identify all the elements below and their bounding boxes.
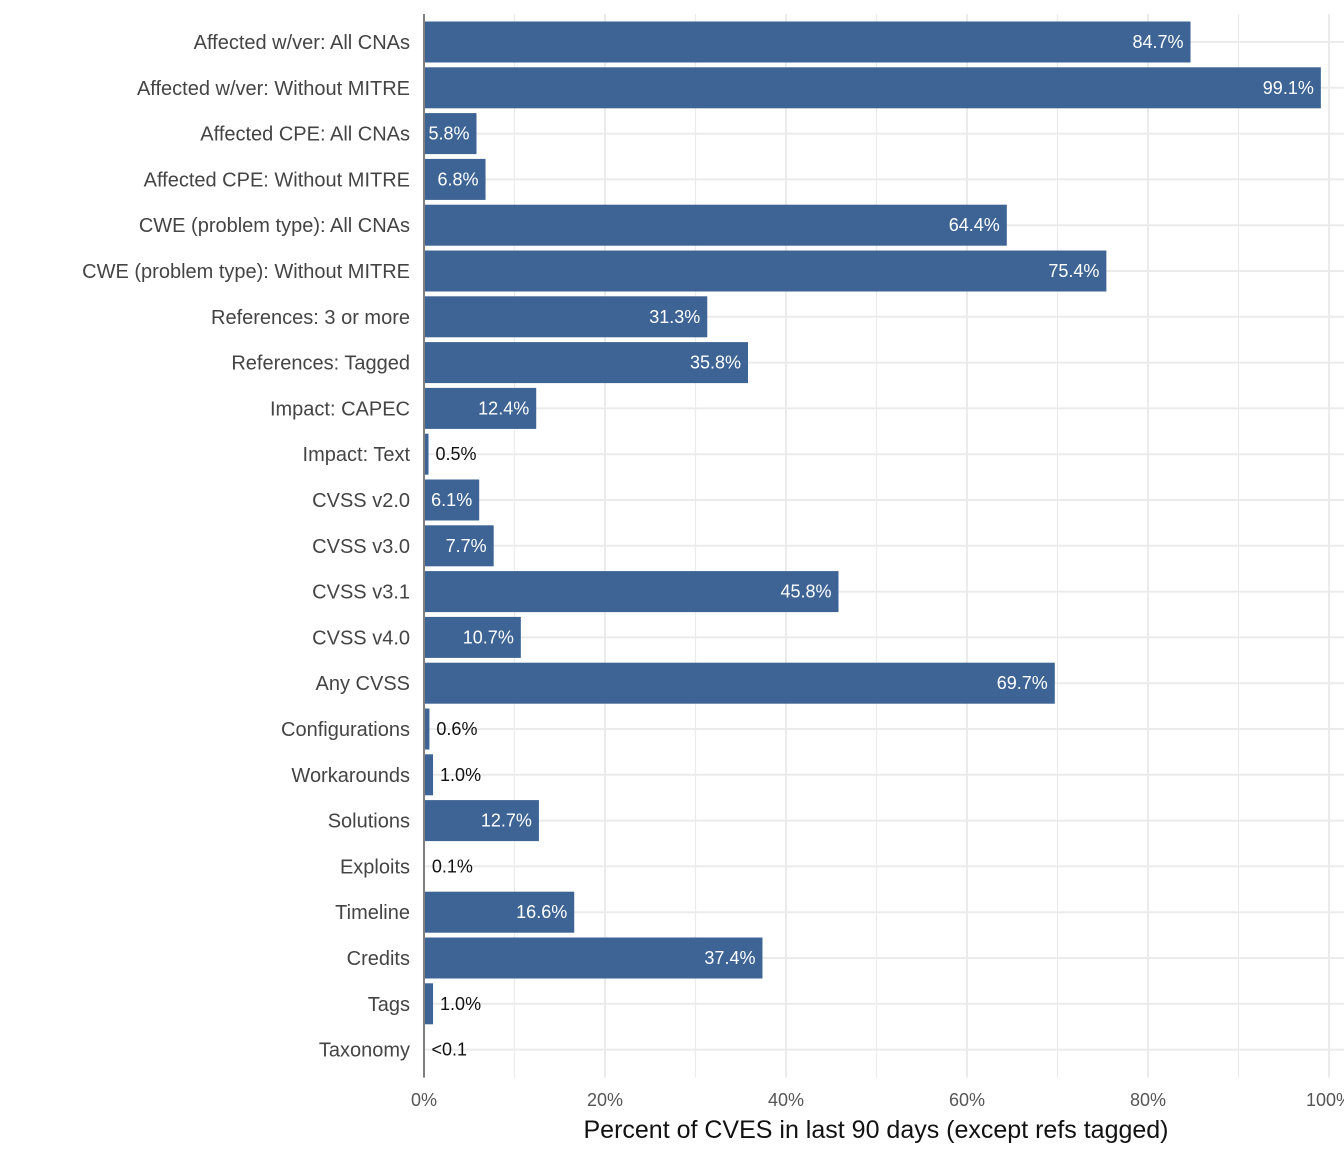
category-label: Impact: Text	[303, 444, 411, 466]
bar-value-label: 1.0%	[440, 994, 481, 1014]
x-tick-label: 80%	[1130, 1090, 1166, 1110]
category-label: CWE (problem type): Without MITRE	[82, 261, 410, 283]
x-tick-label: 20%	[587, 1090, 623, 1110]
category-label: CVSS v4.0	[312, 627, 410, 649]
bar-value-label: 0.5%	[436, 444, 477, 464]
x-tick-label: 40%	[768, 1090, 804, 1110]
bar-value-label: <0.1	[431, 1040, 467, 1060]
bar	[424, 571, 839, 613]
bar-value-label: 6.1%	[431, 490, 472, 510]
category-label: CVSS v3.1	[312, 582, 410, 604]
bar-value-label: 5.8%	[428, 124, 469, 144]
bar-value-label: 35.8%	[690, 353, 741, 373]
bar-value-label: 31.3%	[649, 307, 700, 327]
bar	[424, 754, 434, 796]
bar	[424, 708, 430, 750]
category-label: Affected w/ver: Without MITRE	[137, 78, 410, 100]
bar-value-label: 99.1%	[1263, 78, 1314, 98]
bar	[424, 525, 494, 567]
x-axis-title: Percent of CVES in last 90 days (except …	[583, 1116, 1168, 1144]
bar	[424, 67, 1321, 109]
bar-value-label: 7.7%	[446, 536, 487, 556]
bar	[424, 891, 575, 933]
category-label: References: Tagged	[231, 353, 410, 375]
bar-value-label: 64.4%	[949, 215, 1000, 235]
bar	[424, 342, 748, 384]
category-labels: Affected w/ver: All CNAs Affected w/ver: …	[82, 32, 410, 1062]
category-label: Solutions	[328, 811, 410, 833]
bar	[424, 158, 486, 200]
category-label: Any CVSS	[316, 673, 410, 695]
category-label: CVSS v2.0	[312, 490, 410, 512]
category-label: Credits	[347, 948, 410, 970]
x-tick-label: 60%	[949, 1090, 985, 1110]
category-label: Workarounds	[291, 765, 410, 787]
bar-value-label: 37.4%	[704, 948, 755, 968]
bar	[424, 433, 429, 475]
x-tick-label: 0%	[411, 1090, 437, 1110]
bar	[424, 983, 434, 1025]
bar	[424, 479, 480, 521]
bar	[424, 616, 521, 658]
x-tick-labels: 0% 20% 40% 60% 80% 100%	[411, 1090, 1344, 1110]
bar	[424, 800, 539, 842]
bar-value-label: 16.6%	[516, 902, 567, 922]
bar-value-label: 0.1%	[432, 856, 473, 876]
bar-value-label: 12.7%	[481, 811, 532, 831]
bar	[424, 204, 1007, 246]
bar-value-label: 75.4%	[1048, 261, 1099, 281]
category-label: Impact: CAPEC	[270, 398, 410, 420]
category-label: Affected CPE: All CNAs	[200, 124, 410, 146]
category-label: Configurations	[281, 719, 410, 741]
category-label: Affected CPE: Without MITRE	[144, 169, 410, 191]
category-label: Taxonomy	[319, 1040, 410, 1062]
category-label: Exploits	[340, 856, 410, 878]
category-label: CVSS v3.0	[312, 536, 410, 558]
bar-value-label: 69.7%	[997, 673, 1048, 693]
category-label: CWE (problem type): All CNAs	[139, 215, 410, 237]
x-tick-label: 100%	[1306, 1090, 1344, 1110]
bar	[424, 937, 763, 979]
bar-value-label: 12.4%	[478, 398, 529, 418]
bar-value-label: 45.8%	[780, 582, 831, 602]
bar	[424, 21, 1191, 63]
bar-value-label: 84.7%	[1132, 32, 1183, 52]
bar	[424, 250, 1107, 292]
bar-value-label: 1.0%	[440, 765, 481, 785]
bar-value-label: 6.8%	[438, 169, 479, 189]
category-label: Affected w/ver: All CNAs	[194, 32, 410, 54]
category-label: Timeline	[335, 902, 410, 924]
bar	[424, 296, 708, 338]
bar-value-label: 0.6%	[436, 719, 477, 739]
bar	[424, 113, 477, 155]
bar	[424, 662, 1055, 704]
category-label: Tags	[368, 994, 410, 1016]
bar	[424, 387, 537, 429]
bar-value-label: 10.7%	[463, 627, 514, 647]
category-label: References: 3 or more	[211, 307, 410, 329]
bars: 84.7% 99.1% 5.8% 6.8% 64.4% 75.4% 31.3% 35.8% 12…	[424, 21, 1321, 1071]
